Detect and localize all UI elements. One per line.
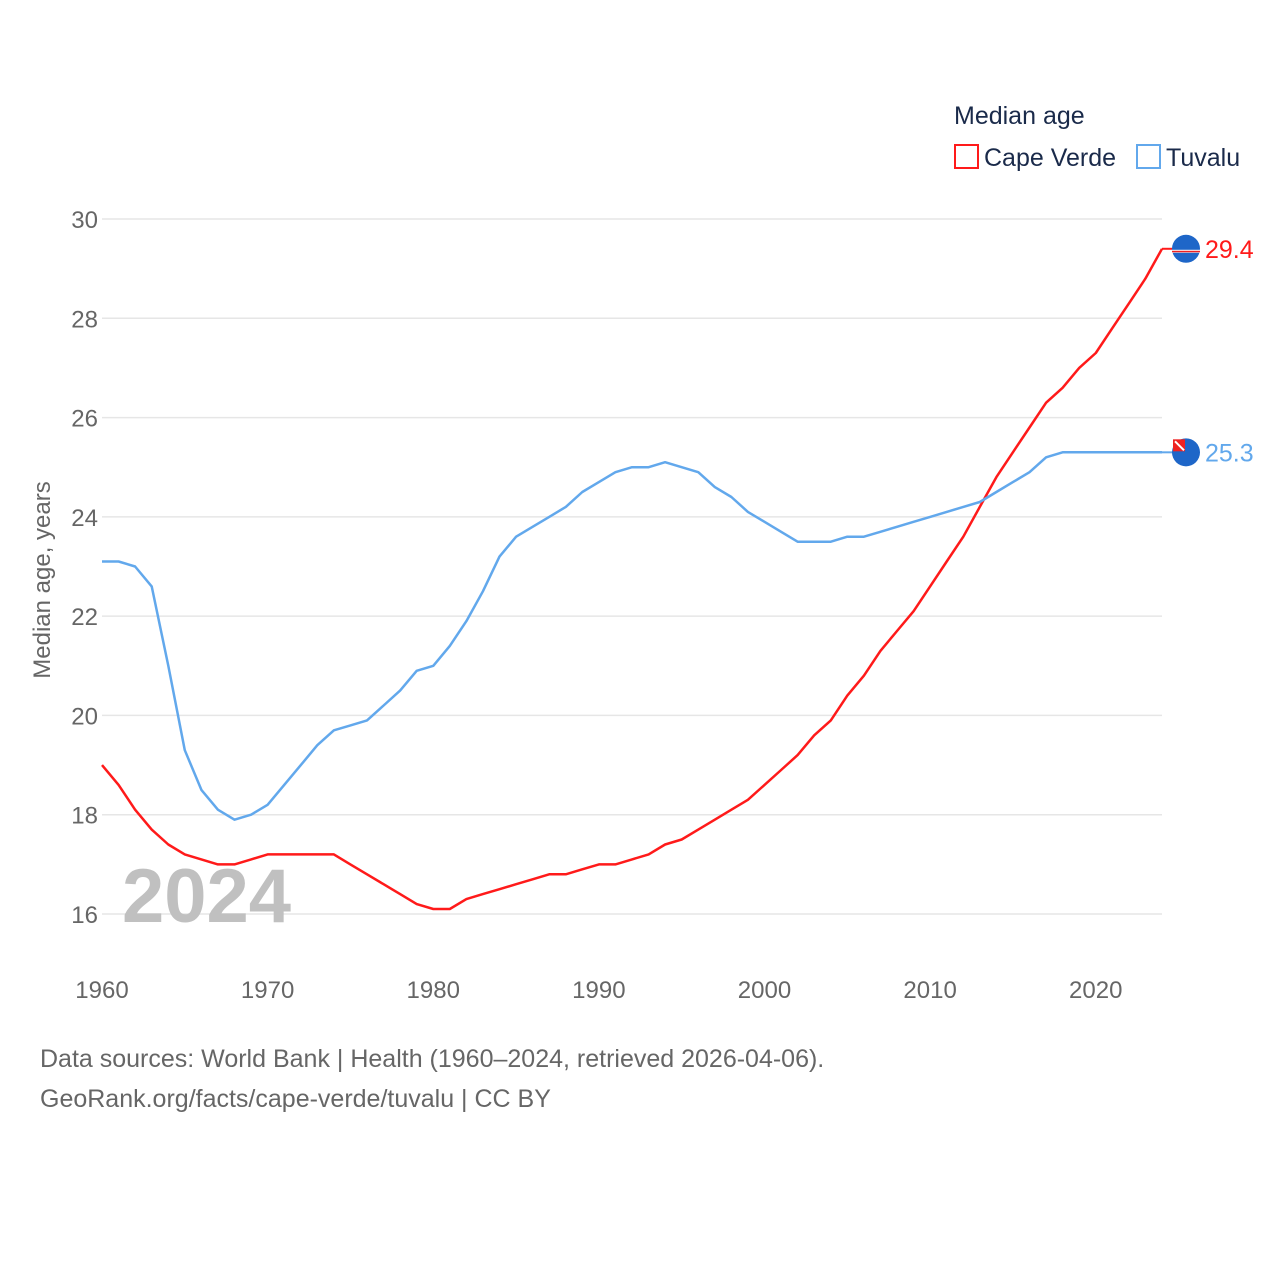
x-tick-label: 2020 [1069, 977, 1122, 1004]
flag-stripe [1172, 250, 1200, 253]
legend-label: Cape Verde [984, 144, 1116, 172]
series-line-cape-verde [101, 248, 1164, 911]
end-value-label: 29.4 [1205, 236, 1254, 264]
legend-swatch [954, 144, 979, 169]
data-source-text: Data sources: World Bank | Health (1960–… [40, 1045, 825, 1073]
y-tick-label: 16 [71, 902, 98, 929]
x-tick-label: 1980 [407, 977, 460, 1004]
y-tick-label: 22 [71, 604, 98, 631]
year-watermark: 2024 [122, 854, 291, 939]
y-tick-label: 20 [71, 703, 98, 730]
line-chart: 16 18 20 22 24 26 28 30 1960 1970 1980 1990 2000 2010… [29, 102, 1254, 1004]
y-tick-label: 28 [71, 306, 98, 333]
cape-verde-flag-icon [1172, 234, 1200, 263]
y-tick-label: 24 [71, 505, 98, 532]
legend-label: Tuvalu [1166, 144, 1240, 172]
y-axis-label: Median age, years [29, 481, 56, 678]
x-tick-label: 2010 [903, 977, 956, 1004]
legend-swatch [1136, 144, 1161, 169]
legend-title: Median age [954, 102, 1085, 130]
x-tick-label: 1970 [241, 977, 294, 1004]
x-tick-label: 1990 [572, 977, 625, 1004]
y-tick-label: 30 [71, 207, 98, 234]
end-value-label: 25.3 [1205, 439, 1254, 467]
series-line-tuvalu [102, 451, 1162, 821]
attribution-text: GeoRank.org/facts/cape-verde/tuvalu | CC… [40, 1085, 551, 1113]
flag-cross [1174, 440, 1185, 452]
y-tick-label: 26 [71, 406, 98, 433]
x-tick-label: 1960 [75, 977, 128, 1004]
y-tick-label: 18 [71, 803, 98, 830]
x-tick-label: 2000 [738, 977, 791, 1004]
